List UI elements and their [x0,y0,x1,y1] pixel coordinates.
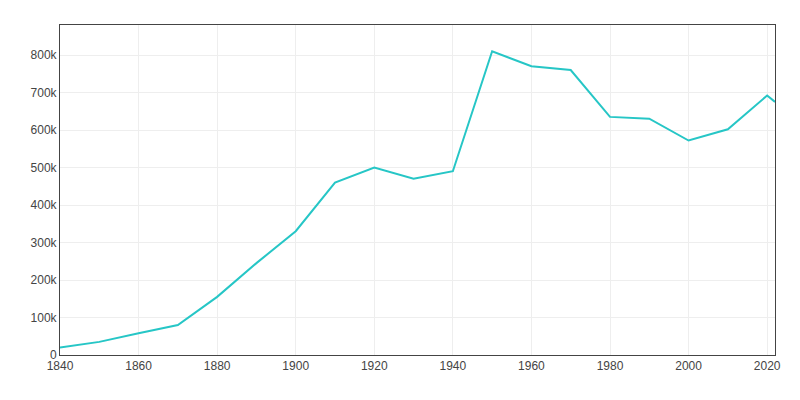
svg-text:1860: 1860 [125,359,152,373]
svg-text:1880: 1880 [204,359,231,373]
svg-text:100k: 100k [31,311,58,325]
svg-text:200k: 200k [31,273,58,287]
svg-text:500k: 500k [31,161,58,175]
svg-text:700k: 700k [31,86,58,100]
svg-text:1920: 1920 [361,359,388,373]
svg-text:1940: 1940 [440,359,467,373]
svg-text:800k: 800k [31,48,58,62]
svg-text:1840: 1840 [47,359,74,373]
svg-text:1900: 1900 [282,359,309,373]
svg-text:1960: 1960 [518,359,545,373]
svg-text:300k: 300k [31,236,58,250]
svg-text:2020: 2020 [754,359,781,373]
svg-text:2000: 2000 [675,359,702,373]
svg-text:600k: 600k [31,123,58,137]
svg-text:400k: 400k [31,198,58,212]
svg-text:0: 0 [50,348,57,362]
svg-text:1980: 1980 [597,359,624,373]
